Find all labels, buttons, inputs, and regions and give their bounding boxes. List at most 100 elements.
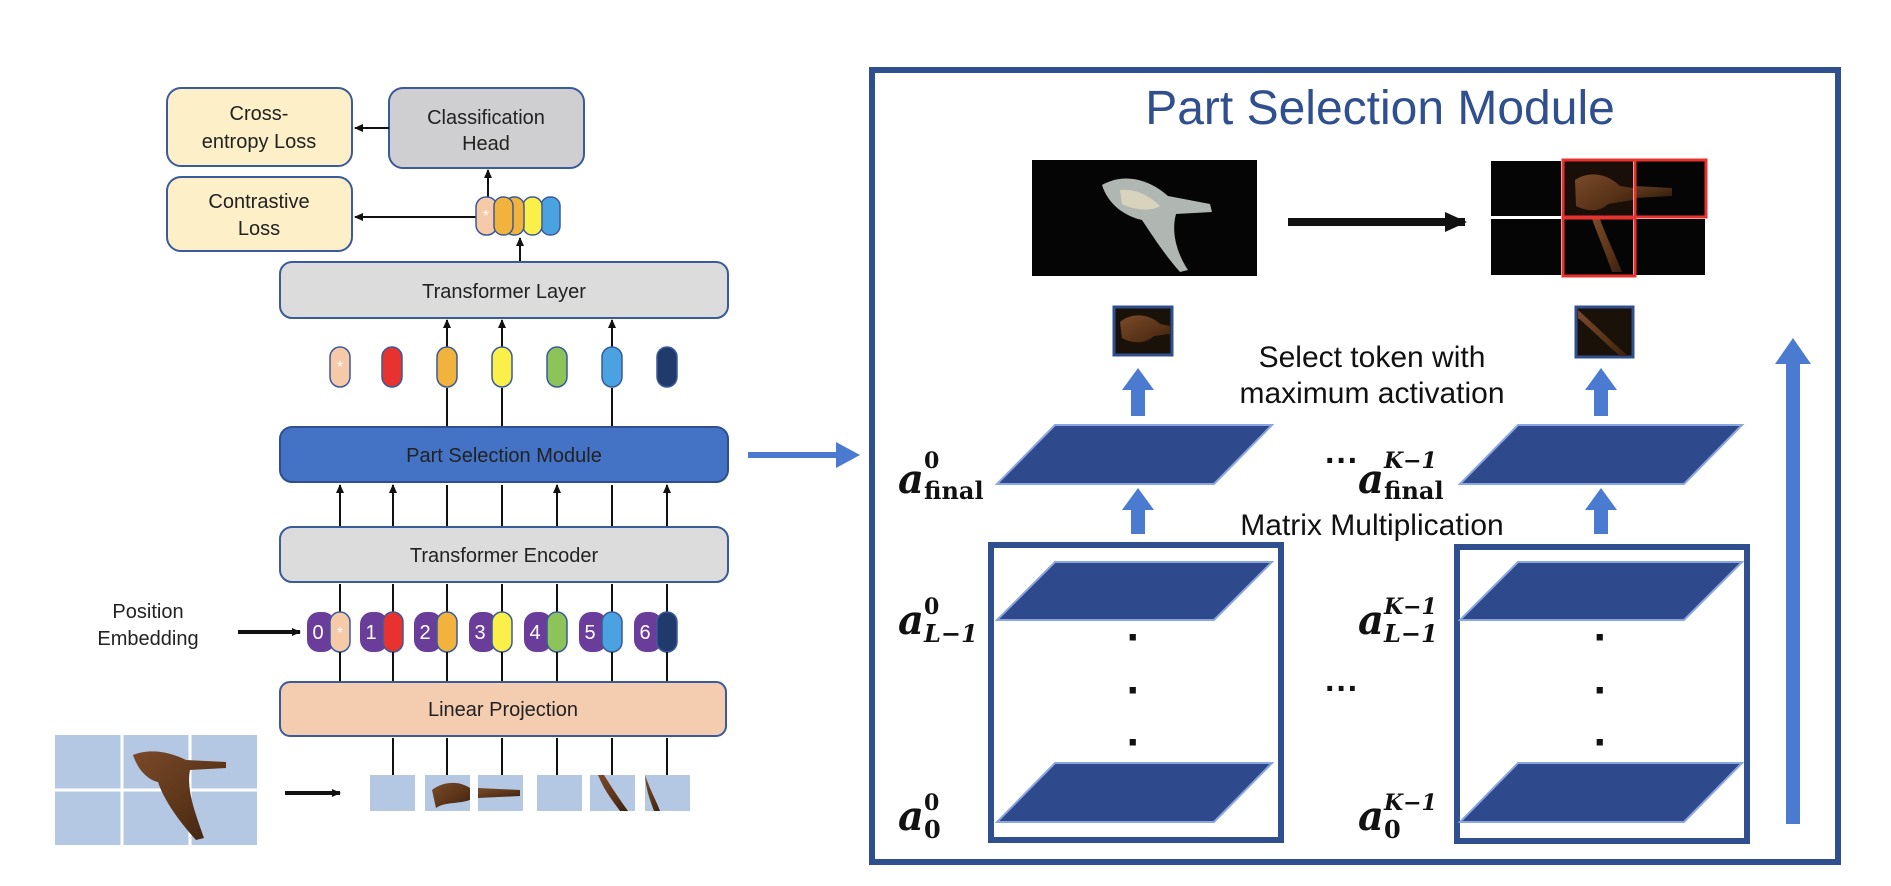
flattened-patches-row <box>370 775 690 811</box>
transformer-layer-label: Transformer Layer <box>422 281 586 303</box>
svg-text:0: 0 <box>924 594 939 620</box>
position-index-pill <box>579 612 607 652</box>
position-index-pill <box>307 612 335 652</box>
part-selection-module-box: Part Selection Module <box>279 426 729 483</box>
final-attention-plane-left <box>994 424 1275 485</box>
layer-plane-left-top <box>994 561 1275 621</box>
embedding-tokens-row: 0 * 1 2 3 4 5 6 <box>307 611 678 653</box>
svg-text:·: · <box>1594 666 1609 715</box>
svg-text:0: 0 <box>1384 815 1401 844</box>
cls-star: * <box>483 208 489 225</box>
svg-text:a: a <box>1358 597 1384 644</box>
select-caption-1: Select token with <box>1259 341 1486 374</box>
token-pill <box>382 611 404 653</box>
classification-head-box: Classification Head <box>388 87 585 169</box>
position-index-label: 1 <box>365 622 376 644</box>
svg-text:K−1: K−1 <box>1383 790 1437 816</box>
transformer-layer-box: Transformer Layer <box>279 261 729 319</box>
embedding-token-6: 6 <box>634 611 678 653</box>
selected-tokens-row: * <box>329 346 678 388</box>
matmul-caption: Matrix Multiplication <box>1240 509 1503 542</box>
token-pill <box>656 611 678 653</box>
contrastive-label-2: Loss <box>238 218 280 240</box>
token-pill <box>436 611 458 653</box>
token-pill <box>546 611 568 653</box>
label-a-0-0: a 0 0 <box>898 790 941 844</box>
contrastive-label-1: Contrastive <box>208 191 309 213</box>
position-index-label: 5 <box>584 622 595 644</box>
label-a-l-minus-1-0: a 0 L−1 <box>898 594 978 648</box>
final-attention-plane-right <box>1457 424 1745 485</box>
linear-projection-label: Linear Projection <box>428 699 578 721</box>
vertical-dots-left: · · · <box>1127 613 1142 767</box>
embedding-token-3: 3 <box>469 611 513 653</box>
layer-plane-right-top <box>1457 561 1745 621</box>
token-thumbnail-right <box>1574 305 1635 359</box>
svg-text:·: · <box>1594 718 1609 767</box>
svg-text:0: 0 <box>924 790 939 816</box>
part-selection-module-panel <box>869 67 1841 865</box>
input-bird-image <box>55 735 257 845</box>
transformer-encoder-label: Transformer Encoder <box>410 545 599 567</box>
vertical-dots-right: · · · <box>1594 613 1609 767</box>
arrows-into-transformer-layer <box>443 319 616 348</box>
position-index-pill <box>469 612 497 652</box>
svg-text:a: a <box>898 456 924 503</box>
label-a-0-k: a K−1 0 <box>1358 790 1437 844</box>
position-embedding-label-1: Position <box>112 601 183 623</box>
svg-text:final: final <box>1384 476 1444 505</box>
svg-text:a: a <box>898 597 924 644</box>
lines-patches-to-proj <box>392 738 668 775</box>
transformer-encoder-box: Transformer Encoder <box>279 526 729 583</box>
linear-projection-box: Linear Projection <box>279 681 727 737</box>
classification-head-label-2: Head <box>462 133 510 155</box>
svg-text:·: · <box>1127 718 1142 767</box>
position-index-label: 0 <box>312 622 323 644</box>
lines-psm-to-tokens <box>446 388 613 427</box>
label-a-final-k: a K−1 final <box>1358 448 1444 505</box>
embedding-token-2: 2 <box>414 611 458 653</box>
selected-parts-grid <box>1490 158 1708 278</box>
cls-star-2: * <box>337 359 343 376</box>
arrows-encoder-to-psm <box>336 484 671 527</box>
svg-text:0: 0 <box>924 815 941 844</box>
cls-star-embed: * <box>337 625 343 642</box>
position-index-label: 3 <box>474 622 485 644</box>
token-pill <box>491 611 513 653</box>
ellipsis-final: ··· <box>1325 442 1359 480</box>
layer-stack-frame-left <box>988 542 1284 843</box>
classification-head-label-1: Classification <box>427 107 545 129</box>
cross-entropy-loss-box: Cross- entropy Loss <box>166 87 353 167</box>
token-pill <box>601 611 623 653</box>
blue-up-arrows <box>1122 338 1811 824</box>
svg-text:a: a <box>898 793 924 840</box>
embedding-token-5: 5 <box>579 611 623 653</box>
cross-entropy-label-1: Cross- <box>230 103 289 125</box>
svg-text:K−1: K−1 <box>1383 594 1437 620</box>
position-index-pill <box>634 612 662 652</box>
position-index-pill <box>414 612 442 652</box>
embedding-token-0: 0 * <box>307 611 351 653</box>
svg-text:·: · <box>1594 613 1609 662</box>
ellipsis-layers: ··· <box>1325 670 1359 708</box>
output-token-stack: * <box>475 196 561 236</box>
contrastive-loss-box: Contrastive Loss <box>166 176 353 252</box>
attention-map-image <box>1032 160 1257 276</box>
lines-proj-to-embed <box>339 652 668 682</box>
label-a-final-0: a 0 final <box>898 448 984 505</box>
svg-text:·: · <box>1127 613 1142 662</box>
svg-text:a: a <box>1358 793 1384 840</box>
svg-text:L−1: L−1 <box>923 619 978 648</box>
cross-entropy-label-2: entropy Loss <box>202 131 317 153</box>
svg-text:final: final <box>924 476 984 505</box>
part-selection-module-label: Part Selection Module <box>406 445 602 467</box>
position-index-label: 6 <box>639 622 650 644</box>
layer-plane-left-bottom <box>994 762 1275 823</box>
position-embedding-label-2: Embedding <box>97 628 198 650</box>
svg-text:0: 0 <box>924 448 939 474</box>
embedding-token-4: 4 <box>524 611 568 653</box>
label-a-l-minus-1-k: a K−1 L−1 <box>1358 594 1438 648</box>
svg-text:a: a <box>1358 456 1384 503</box>
expand-arrow-head <box>836 442 860 468</box>
